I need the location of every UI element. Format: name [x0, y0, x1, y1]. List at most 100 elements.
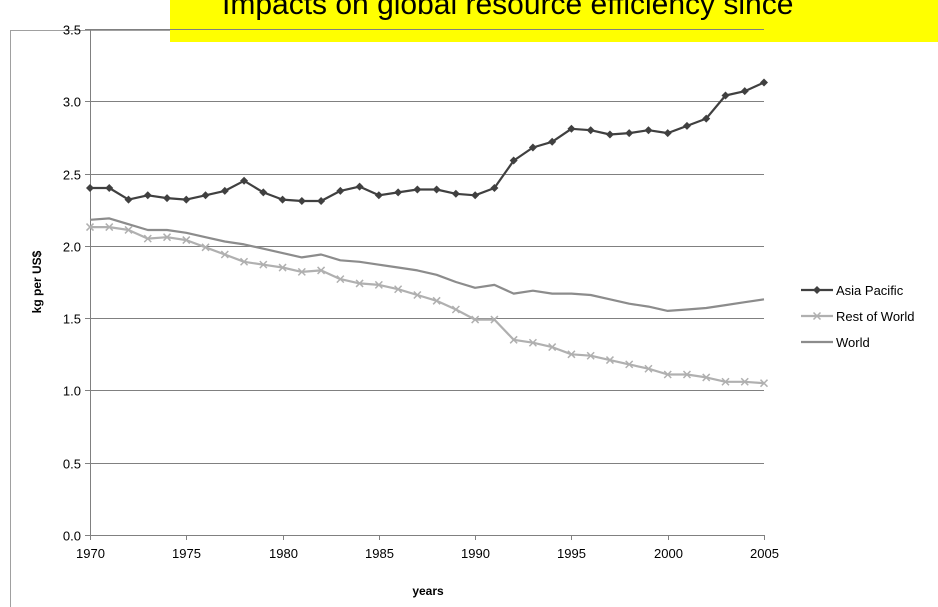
data-point-rest-of-world [278, 263, 287, 272]
banner-title: Impacts on global resource efficiency si… [222, 0, 793, 21]
series-group [85, 78, 769, 388]
data-point-rest-of-world [644, 364, 653, 373]
data-point-asia-pacific [548, 137, 557, 146]
legend: Asia Pacific Rest of World World [801, 283, 915, 350]
data-point-asia-pacific [509, 156, 518, 165]
data-point-rest-of-world [451, 305, 460, 314]
data-point-rest-of-world [317, 266, 326, 275]
y-axis-title: kg per US$ [30, 250, 44, 313]
data-point-asia-pacific [143, 191, 152, 200]
data-point-rest-of-world [220, 250, 229, 259]
data-point-rest-of-world [355, 279, 364, 288]
x-tick-label: 1975 [172, 546, 201, 561]
x-tick-label: 1985 [365, 546, 394, 561]
data-point-asia-pacific [105, 184, 114, 193]
data-point-asia-pacific [721, 91, 730, 100]
x-tick-label: 2000 [654, 546, 683, 561]
y-tick-label: 1.5 [63, 312, 81, 327]
data-point-asia-pacific [86, 184, 94, 193]
data-point-rest-of-world [124, 225, 133, 234]
series-rest-of-world [85, 223, 769, 388]
data-point-asia-pacific [317, 197, 326, 206]
y-axis-ticks: 0.0 0.5 1.0 1.5 2.0 2.5 3.0 3.5 [63, 23, 90, 544]
data-point-asia-pacific [394, 188, 403, 197]
data-point-rest-of-world [85, 223, 95, 232]
y-tick-label: 0.5 [63, 457, 81, 472]
legend-marker-asia-pacific [813, 286, 821, 294]
data-point-asia-pacific [201, 191, 210, 200]
data-point-asia-pacific [259, 188, 268, 197]
data-point-asia-pacific [471, 191, 480, 200]
data-point-rest-of-world [105, 223, 114, 232]
data-point-asia-pacific [432, 185, 441, 194]
data-point-asia-pacific [451, 189, 460, 198]
data-point-rest-of-world [374, 280, 383, 289]
data-point-rest-of-world [548, 343, 557, 352]
data-point-asia-pacific [240, 176, 249, 185]
gridlines [90, 29, 764, 464]
legend-label-rest-of-world: Rest of World [836, 309, 915, 324]
x-tick-label: 2005 [750, 546, 779, 561]
data-point-rest-of-world [394, 285, 403, 294]
data-point-asia-pacific [644, 126, 653, 135]
data-point-rest-of-world [143, 234, 152, 243]
data-point-rest-of-world [471, 315, 480, 324]
data-point-asia-pacific [297, 197, 306, 206]
legend-marker-rest-of-world [812, 311, 822, 321]
x-tick-label: 1995 [557, 546, 586, 561]
x-tick-label: 1990 [461, 546, 490, 561]
data-point-asia-pacific [605, 130, 614, 139]
data-point-asia-pacific [163, 194, 172, 203]
data-point-asia-pacific [567, 124, 576, 133]
data-point-rest-of-world [490, 315, 499, 324]
data-point-rest-of-world [240, 257, 249, 266]
data-point-rest-of-world [259, 260, 268, 269]
data-point-asia-pacific [220, 186, 229, 195]
y-tick-label: 0.0 [63, 529, 81, 544]
y-tick-label: 1.0 [63, 384, 81, 399]
data-point-rest-of-world [509, 335, 518, 344]
axes [90, 29, 764, 536]
data-point-rest-of-world [625, 360, 634, 369]
data-point-rest-of-world [336, 275, 345, 284]
data-point-rest-of-world [162, 233, 172, 242]
data-point-rest-of-world [201, 243, 210, 252]
data-point-asia-pacific [528, 143, 537, 152]
y-tick-label: 3.0 [63, 95, 81, 110]
data-point-rest-of-world [759, 379, 769, 388]
data-point-asia-pacific [760, 78, 768, 87]
data-point-asia-pacific [663, 129, 672, 138]
data-point-rest-of-world [682, 370, 692, 379]
data-point-rest-of-world [297, 267, 306, 276]
data-point-rest-of-world [721, 377, 730, 386]
x-axis-title: years [412, 584, 444, 598]
y-tick-label: 2.5 [63, 168, 81, 183]
data-point-asia-pacific [682, 121, 691, 130]
data-point-rest-of-world [182, 236, 191, 245]
series-asia-pacific [86, 78, 768, 206]
series-world [89, 217, 765, 312]
data-point-asia-pacific [740, 87, 749, 96]
data-point-asia-pacific [625, 129, 634, 138]
data-point-rest-of-world [663, 370, 672, 379]
x-axis-ticks: 1970 1975 1980 1985 1990 1995 2000 2005 [76, 535, 779, 561]
x-tick-label: 1970 [76, 546, 105, 561]
data-point-asia-pacific [124, 195, 133, 204]
data-point-asia-pacific [278, 195, 287, 204]
series-line-rest-of-world [90, 226, 765, 385]
data-point-asia-pacific [355, 182, 364, 191]
data-point-rest-of-world [413, 290, 422, 300]
data-point-rest-of-world [567, 350, 576, 359]
x-tick-label: 1980 [269, 546, 298, 561]
data-point-asia-pacific [586, 126, 595, 135]
data-point-asia-pacific [182, 195, 191, 204]
legend-label-asia-pacific: Asia Pacific [836, 283, 904, 298]
data-point-rest-of-world [702, 373, 711, 382]
data-point-asia-pacific [374, 191, 383, 200]
data-point-rest-of-world [432, 296, 441, 305]
data-point-rest-of-world [740, 377, 749, 386]
banner-background [170, 0, 938, 42]
data-point-asia-pacific [702, 114, 711, 123]
